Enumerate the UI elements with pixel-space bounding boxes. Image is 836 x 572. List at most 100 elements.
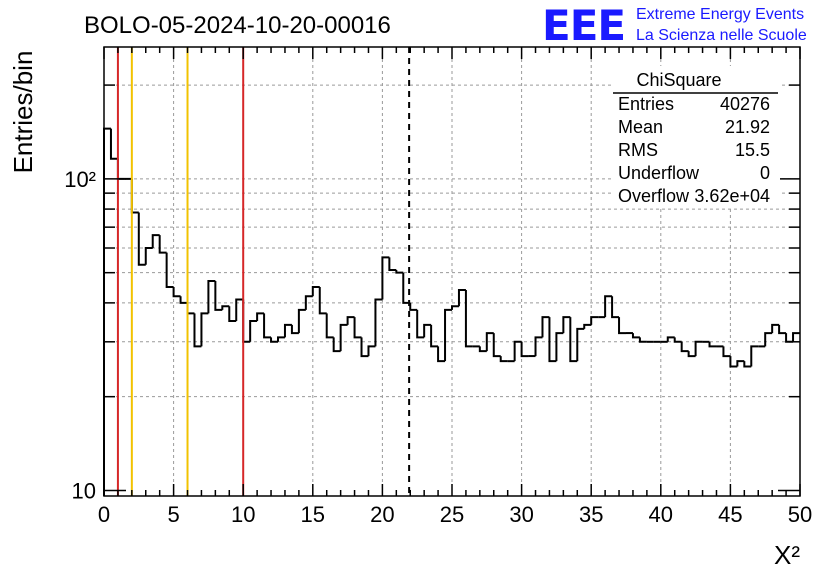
histogram-bin <box>478 346 487 353</box>
x-tick-label: 50 <box>788 502 812 527</box>
histogram-bars <box>103 127 800 496</box>
histogram-bin <box>562 316 571 334</box>
grid-lines <box>104 47 800 496</box>
histogram-bin <box>451 305 459 310</box>
histogram-bin <box>708 341 717 348</box>
histogram-bin <box>339 323 348 352</box>
x-tick-label: 20 <box>370 502 394 527</box>
histogram-bin <box>235 298 244 321</box>
stats-row-value: 40276 <box>720 94 770 114</box>
eee-logo: EEE Extreme Energy Events La Scienza nel… <box>542 1 807 50</box>
histogram-bin <box>499 356 508 363</box>
histogram-bin <box>750 345 759 367</box>
histogram-bin <box>792 332 800 342</box>
histogram-bin <box>402 272 411 304</box>
histogram-bin <box>207 280 216 314</box>
x-tick-labels: 0 5 10 15 20 25 30 35 40 45 50 <box>98 502 812 527</box>
histogram-bin <box>325 313 334 339</box>
x-tick-label: 5 <box>167 502 179 527</box>
histogram-bin <box>569 317 578 363</box>
chart-title: BOLO-05-2024-10-20-00016 <box>84 12 391 39</box>
histogram-bin <box>534 336 543 357</box>
histogram-bin <box>729 356 738 368</box>
histogram-bin <box>186 302 195 315</box>
histogram-bin <box>103 127 111 496</box>
histogram-bin <box>109 128 118 160</box>
histogram-bin <box>444 308 452 362</box>
histogram-bin <box>778 324 787 335</box>
histogram-bin <box>200 312 209 347</box>
histogram-bin <box>409 302 418 311</box>
histogram-bin <box>722 346 731 358</box>
histogram-bin <box>555 332 564 362</box>
histogram-bin <box>485 332 494 352</box>
histogram-bin <box>214 281 223 311</box>
stats-row-label: Overflow <box>618 186 690 206</box>
histogram-bin <box>430 324 439 348</box>
histogram-bin <box>576 327 585 362</box>
histogram-bin <box>179 296 188 304</box>
stats-row-value: 3.62e+04 <box>694 186 770 206</box>
stats-row-value: 0 <box>760 163 770 183</box>
histogram-bin <box>687 351 696 358</box>
histogram-bin <box>680 341 689 353</box>
histogram-bin <box>520 341 529 358</box>
x-axis-label: X² <box>774 540 800 570</box>
histogram-bin <box>437 346 446 363</box>
stats-row-label: Underflow <box>618 163 700 183</box>
histogram-bin <box>193 313 202 348</box>
stats-row-label: Entries <box>618 94 674 114</box>
histogram-bin <box>666 336 675 342</box>
histogram-bin <box>221 305 230 310</box>
y-axis-label: Entries/bin <box>8 51 38 174</box>
histogram-bin <box>743 361 752 368</box>
x-tick-label: 25 <box>440 502 464 527</box>
x-tick-label: 0 <box>98 502 110 527</box>
histogram-bin <box>318 286 327 315</box>
histogram-bin <box>116 158 125 180</box>
logo-line-1: Extreme Energy Events <box>636 6 804 23</box>
histogram-bin <box>360 337 369 358</box>
histogram-bin <box>423 323 432 338</box>
histogram-bin <box>464 289 473 348</box>
y-tick-label: 10 <box>72 478 96 503</box>
histogram-bin <box>611 296 620 319</box>
histogram-bin <box>590 316 599 325</box>
histogram-bin <box>242 299 251 343</box>
histogram-bin <box>513 340 522 362</box>
histogram-bin <box>381 256 390 300</box>
histogram-bin <box>346 316 355 325</box>
histogram-bin <box>395 270 404 274</box>
stats-box: ChiSquare Entries 40276 Mean 21.92 RMS 15.5 Un… <box>612 66 780 206</box>
stats-row-value: 15.5 <box>735 140 770 160</box>
histogram-bin <box>388 257 397 272</box>
histogram-bin <box>290 324 299 335</box>
x-tick-label: 40 <box>649 502 673 527</box>
histogram-bin <box>311 285 320 297</box>
histogram-bin <box>416 309 425 339</box>
histogram-bin <box>604 295 613 318</box>
histogram-bin <box>144 247 153 265</box>
histogram-bin <box>492 333 501 358</box>
histogram-bin <box>367 345 376 357</box>
histogram-bin <box>618 317 626 335</box>
histogram-bin <box>631 333 640 339</box>
histogram-bin <box>771 323 780 334</box>
x-tick-label: 35 <box>579 502 603 527</box>
histogram-bin <box>785 333 794 343</box>
axis-ticks <box>103 47 801 496</box>
x-tick-label: 15 <box>301 502 325 527</box>
histogram-bin <box>353 317 362 339</box>
histogram-bin <box>694 340 703 357</box>
histogram-bin <box>304 295 313 310</box>
stats-row-value: 21.92 <box>725 117 770 137</box>
histogram-bin <box>130 178 139 214</box>
histogram-bin <box>548 317 557 363</box>
stats-box-title: ChiSquare <box>636 70 721 90</box>
x-tick-label: 45 <box>718 502 742 527</box>
stats-box-rows: Entries 40276 Mean 21.92 RMS 15.5 Underflow 0 Ov… <box>618 94 770 206</box>
histogram-bin <box>270 337 278 343</box>
histogram-bin <box>263 313 272 339</box>
y-tick-labels: 10 10² <box>64 167 96 504</box>
logo-mark: EEE <box>542 1 625 50</box>
